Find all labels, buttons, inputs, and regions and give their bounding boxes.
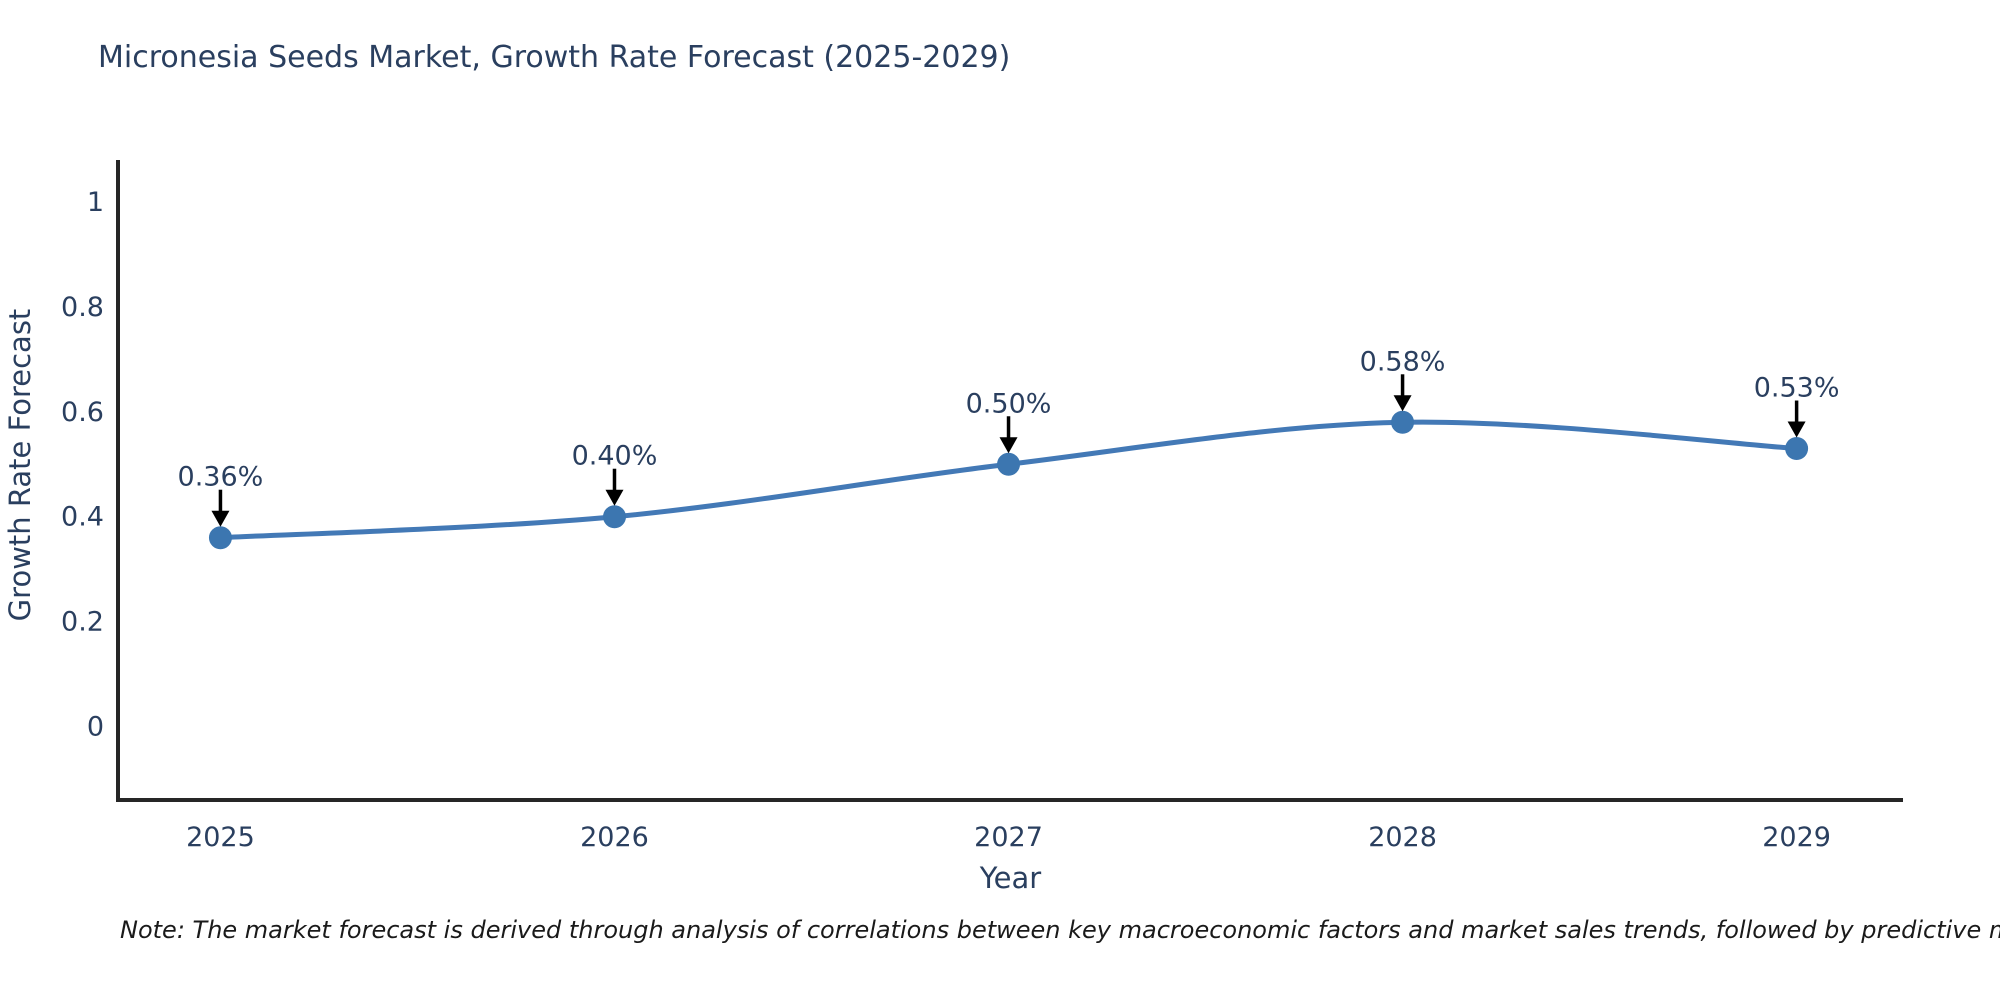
x-tick-label: 2027 — [974, 822, 1043, 853]
data-point-marker — [997, 452, 1021, 476]
data-point-marker — [1391, 410, 1415, 434]
y-tick-label: 0.6 — [61, 397, 104, 428]
annotation-arrowhead — [1393, 395, 1412, 412]
annotation-label: 0.53% — [1754, 373, 1840, 404]
y-tick-label: 0 — [87, 712, 104, 743]
annotation-label: 0.36% — [178, 462, 264, 493]
annotation-label: 0.50% — [966, 388, 1052, 419]
annotation-arrowhead — [605, 489, 624, 506]
y-tick-label: 0.8 — [61, 292, 104, 323]
annotation-label: 0.58% — [1360, 346, 1446, 377]
y-tick-label: 1 — [87, 187, 104, 218]
data-point-marker — [208, 526, 232, 550]
annotation-label: 0.40% — [572, 441, 658, 472]
x-tick-label: 2028 — [1368, 822, 1437, 853]
x-tick-label: 2026 — [580, 822, 649, 853]
annotation-arrowhead — [1787, 421, 1806, 438]
data-point-marker — [1785, 437, 1809, 461]
x-tick-label: 2025 — [186, 822, 255, 853]
annotation-arrowhead — [999, 437, 1018, 454]
chart-title: Micronesia Seeds Market, Growth Rate For… — [98, 40, 1011, 75]
data-point-marker — [602, 505, 626, 529]
y-axis-title: Growth Rate Forecast — [3, 309, 37, 622]
y-tick-label: 0.4 — [61, 502, 104, 533]
y-tick-label: 0.2 — [61, 607, 104, 638]
footnote: Note: The market forecast is derived thr… — [120, 916, 2000, 944]
annotation-arrowhead — [211, 510, 230, 527]
x-axis-title: Year — [979, 861, 1041, 895]
x-tick-label: 2029 — [1762, 822, 1831, 853]
